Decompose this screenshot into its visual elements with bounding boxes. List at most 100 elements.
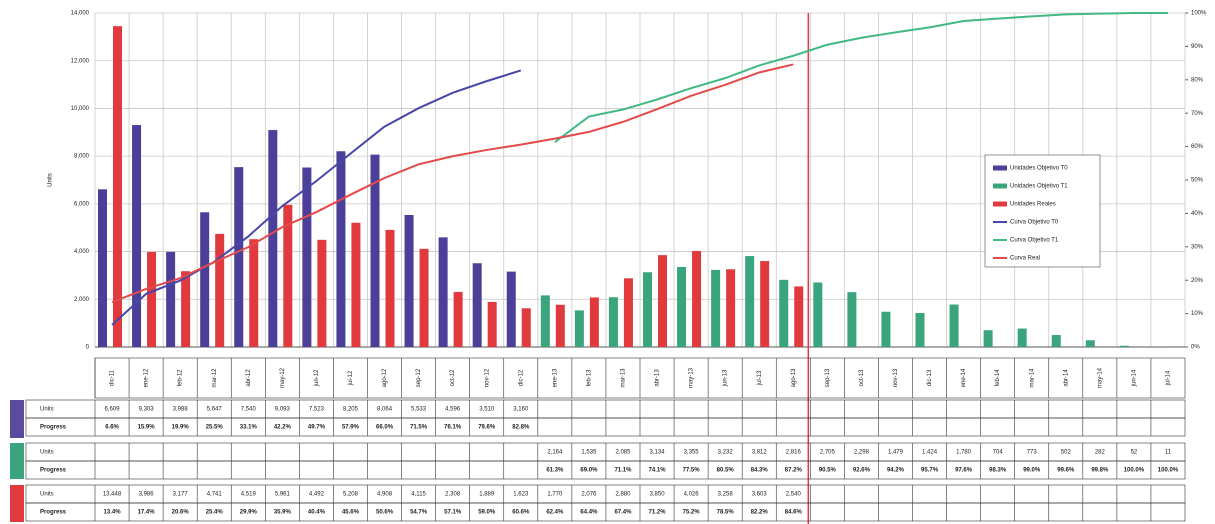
x-tick-label: ago-13 xyxy=(791,368,797,387)
cell-value: 6.6% xyxy=(105,425,119,431)
bar xyxy=(166,251,176,347)
y-tick-label: 0 xyxy=(86,345,90,351)
row-label: Progress xyxy=(40,510,67,516)
cell-value: 29.9% xyxy=(240,510,258,516)
y2-tick-label: 0% xyxy=(1191,345,1200,351)
y2-tick-label: 80% xyxy=(1191,77,1204,83)
cell-value: 2,164 xyxy=(547,450,563,456)
cell-value: 20.6% xyxy=(172,510,190,516)
cell-value: 3,986 xyxy=(139,492,155,498)
bar xyxy=(608,297,618,347)
cell-value: 25.4% xyxy=(206,510,224,516)
bar xyxy=(881,311,891,347)
x-tick-label: mar-12 xyxy=(212,368,218,388)
bar xyxy=(351,222,361,347)
table-row xyxy=(25,399,1186,419)
cell-value: 82.8% xyxy=(512,425,530,431)
x-tick-label: dic-11 xyxy=(110,369,116,386)
cell-value: 99.8% xyxy=(1091,468,1109,474)
bar xyxy=(726,269,736,347)
x-tick-label: feb-14 xyxy=(995,369,1001,387)
cell-value: 40.4% xyxy=(308,510,326,516)
cell-value: 97.6% xyxy=(955,468,973,474)
y2-tick-label: 60% xyxy=(1191,144,1204,150)
cell-value: 50.6% xyxy=(376,510,394,516)
bar xyxy=(472,263,482,347)
bar xyxy=(385,229,395,347)
cell-value: 3,812 xyxy=(752,450,768,456)
cell-value: 71.5% xyxy=(410,425,428,431)
bar xyxy=(521,308,531,347)
cell-value: 71.2% xyxy=(649,510,667,516)
cell-value: 4,115 xyxy=(411,492,426,498)
cell-value: 79.6% xyxy=(478,425,496,431)
cell-value: 502 xyxy=(1061,450,1072,456)
table-row xyxy=(25,502,1186,522)
x-tick-label: jun-13 xyxy=(723,369,729,387)
cell-value: 2,076 xyxy=(581,492,597,498)
bar xyxy=(760,261,770,347)
row-label: Units xyxy=(40,450,54,456)
bar xyxy=(658,255,667,347)
cell-value: 3,232 xyxy=(718,450,734,456)
bar xyxy=(98,189,107,347)
cell-value: 57.1% xyxy=(444,510,462,516)
y2-tick-label: 50% xyxy=(1191,178,1204,184)
bar xyxy=(574,310,584,347)
cell-value: 94.2% xyxy=(887,468,905,474)
bar xyxy=(540,295,550,347)
cell-value: 75.2% xyxy=(683,510,701,516)
cell-value: 704 xyxy=(993,450,1004,456)
bar xyxy=(692,250,702,347)
legend xyxy=(984,154,1101,268)
x-tick-label: jul-14 xyxy=(1166,370,1172,386)
x-tick-label: abr-13 xyxy=(655,369,661,387)
curve xyxy=(111,69,522,326)
bar xyxy=(711,269,721,347)
cell-value: 7,523 xyxy=(309,407,325,413)
cell-value: 1,889 xyxy=(479,492,495,498)
cell-value: 99.0% xyxy=(1023,468,1041,474)
bar xyxy=(234,167,244,347)
cell-value: 3,160 xyxy=(513,407,529,413)
bar xyxy=(419,248,429,347)
x-tick-label: ene-13 xyxy=(552,368,558,387)
x-tick-label: sep-13 xyxy=(825,368,831,387)
x-tick-label: jul-13 xyxy=(757,370,763,386)
x-tick-label: may-14 xyxy=(1097,367,1103,388)
cell-value: 3,988 xyxy=(173,407,189,413)
bar xyxy=(215,233,225,347)
row-label: Units xyxy=(40,407,54,413)
cell-value: 1,424 xyxy=(922,450,938,456)
bar xyxy=(200,212,210,347)
cell-value: 33.1% xyxy=(240,425,258,431)
cell-value: 2,816 xyxy=(786,450,802,456)
cell-value: 2,298 xyxy=(854,450,870,456)
y2-tick-label: 10% xyxy=(1191,311,1204,317)
curve xyxy=(554,12,1168,144)
bar xyxy=(643,272,652,347)
cell-value: 1,780 xyxy=(956,450,972,456)
x-tick-label: oct-12 xyxy=(450,369,456,386)
bar xyxy=(336,151,346,347)
curve xyxy=(111,63,794,304)
cell-value: 49.7% xyxy=(308,425,326,431)
cell-value: 77.5% xyxy=(683,468,701,474)
cell-value: 3,355 xyxy=(684,450,700,456)
x-tick-label: abr-12 xyxy=(246,369,252,387)
bar xyxy=(453,291,463,347)
cell-value: 6,609 xyxy=(105,407,121,413)
bar xyxy=(249,239,259,347)
cell-value: 69.0% xyxy=(580,468,598,474)
y-tick-label: 12,000 xyxy=(71,58,90,64)
cell-value: 4,492 xyxy=(309,492,325,498)
bar xyxy=(317,239,327,347)
cell-value: 4,741 xyxy=(207,492,223,498)
x-tick-label: nov-12 xyxy=(484,368,490,387)
cell-value: 4,026 xyxy=(684,492,700,498)
x-tick-label: abr-14 xyxy=(1063,369,1069,387)
y-axis-label: Units xyxy=(48,173,54,187)
bar xyxy=(1085,340,1095,347)
cell-value: 17.4% xyxy=(138,510,156,516)
